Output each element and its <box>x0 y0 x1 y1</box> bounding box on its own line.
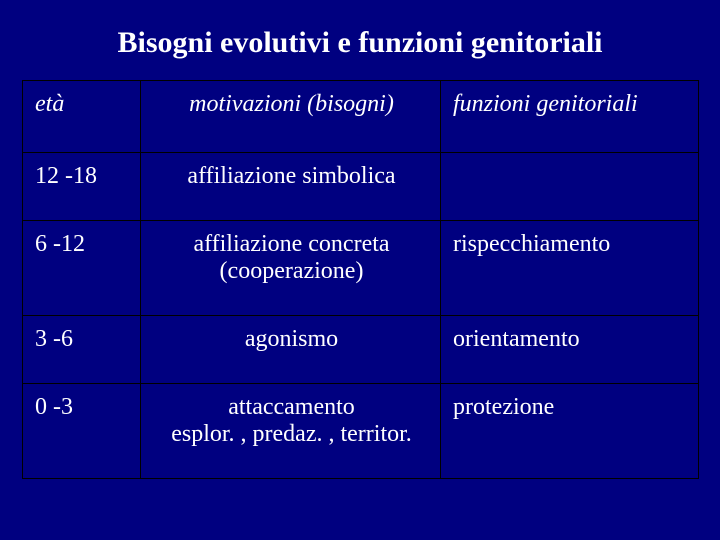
cell-age: 6 -12 <box>23 221 141 316</box>
motivation-line: affiliazione simbolica <box>153 163 430 190</box>
cell-function <box>441 153 699 221</box>
cell-function: orientamento <box>441 316 699 384</box>
cell-age: 12 -18 <box>23 153 141 221</box>
motivation-line: agonismo <box>153 326 430 353</box>
motivation-line: affiliazione concreta <box>153 231 430 258</box>
table-row: 6 -12 affiliazione concreta (cooperazion… <box>23 221 699 316</box>
motivation-line: attaccamento <box>153 394 430 421</box>
table-row: 3 -6 agonismo orientamento <box>23 316 699 384</box>
header-age: età <box>23 81 141 153</box>
table-row: 12 -18 affiliazione simbolica <box>23 153 699 221</box>
cell-motivation: affiliazione simbolica <box>141 153 441 221</box>
motivation-line: esplor. , predaz. , territor. <box>153 421 430 448</box>
cell-function: rispecchiamento <box>441 221 699 316</box>
table-row: 0 -3 attaccamento esplor. , predaz. , te… <box>23 384 699 479</box>
content-table: età motivazioni (bisogni) funzioni genit… <box>22 80 699 479</box>
header-row: età motivazioni (bisogni) funzioni genit… <box>23 81 699 153</box>
cell-age: 3 -6 <box>23 316 141 384</box>
header-motivations: motivazioni (bisogni) <box>141 81 441 153</box>
header-functions: funzioni genitoriali <box>441 81 699 153</box>
cell-age: 0 -3 <box>23 384 141 479</box>
motivation-line: (cooperazione) <box>153 258 430 285</box>
cell-motivation: agonismo <box>141 316 441 384</box>
page-title: Bisogni evolutivi e funzioni genitoriali <box>22 26 698 60</box>
cell-motivation: affiliazione concreta (cooperazione) <box>141 221 441 316</box>
cell-function: protezione <box>441 384 699 479</box>
cell-motivation: attaccamento esplor. , predaz. , territo… <box>141 384 441 479</box>
